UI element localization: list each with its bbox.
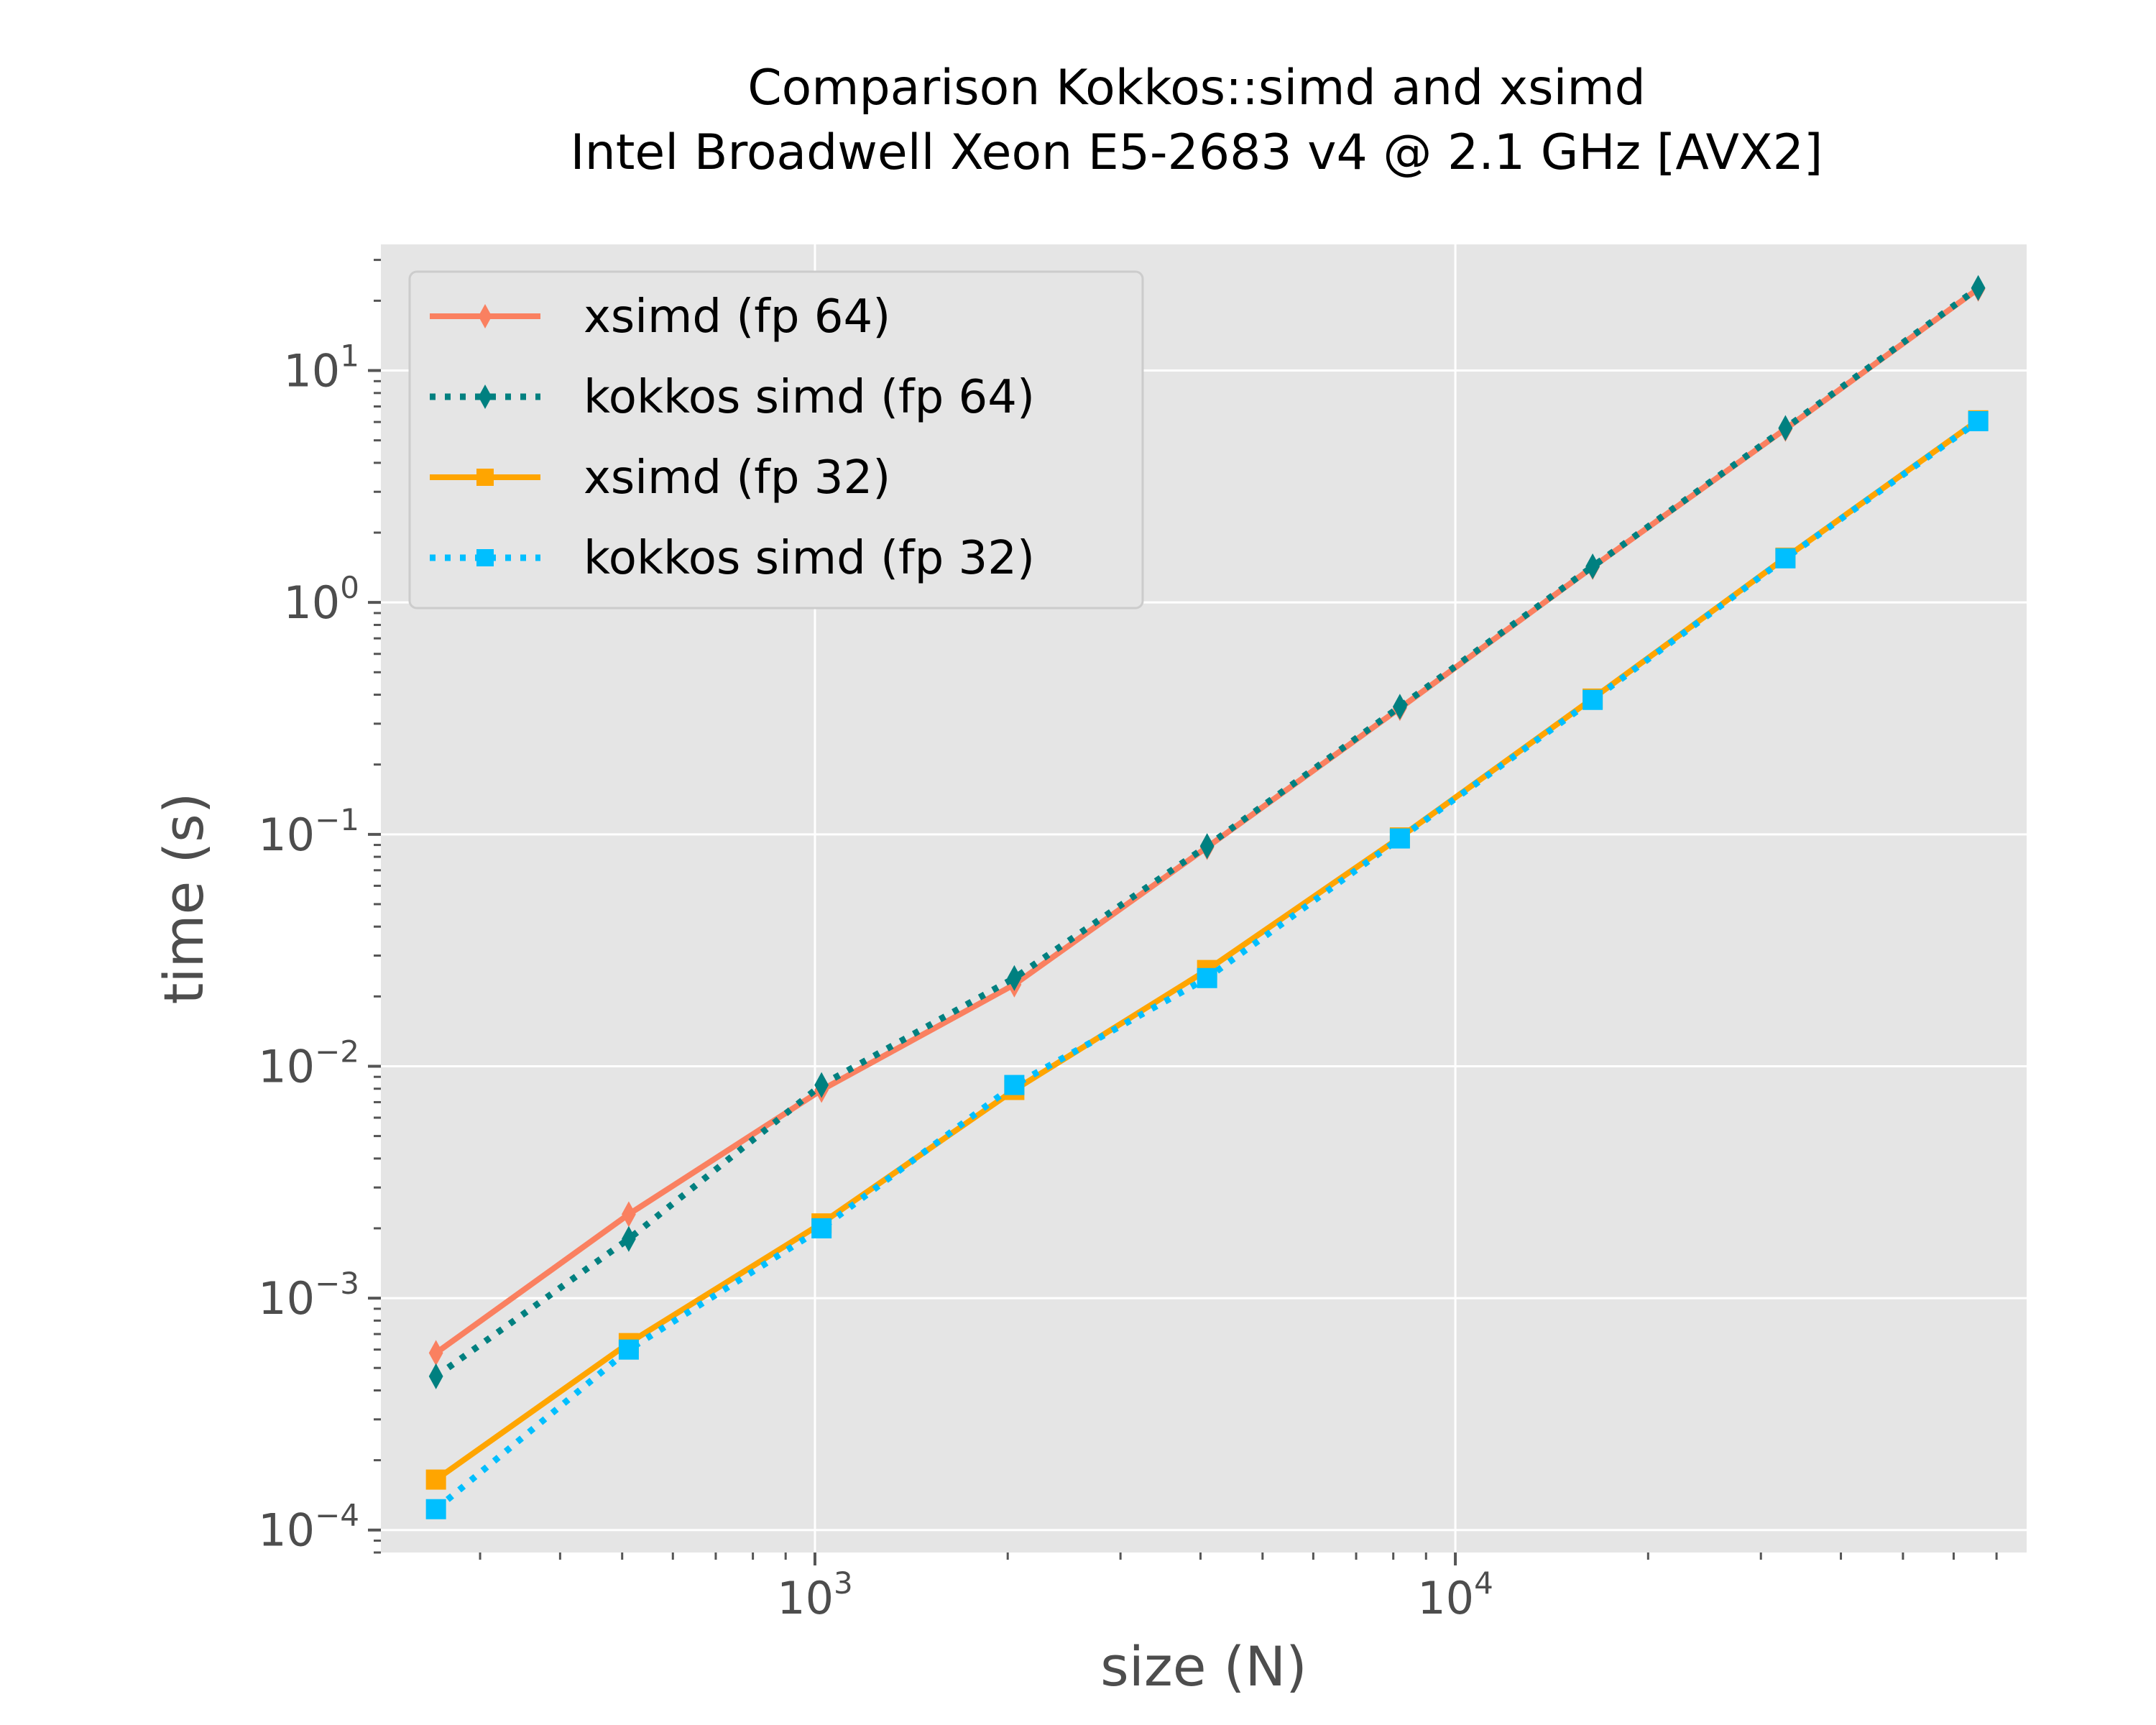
x-tick-label-exponent: 3 [834,1565,853,1601]
legend-swatch-marker [476,549,494,566]
legend-swatch-marker [478,385,492,409]
series-2-point [814,1072,829,1098]
legend-label: kokkos simd (fp 32) [584,532,1035,585]
legend-label: kokkos simd (fp 64) [584,371,1035,424]
y-tick-label: 10−4 [258,1498,359,1557]
x-tick-label-base: 10 [777,1572,834,1624]
legend-entries: xsimd (fp 64) kokkos simd (fp 64) xsimd (f… [430,290,1035,585]
series-4-point [425,1499,446,1519]
x-tick-label-base: 10 [1417,1572,1474,1624]
series-4-point [1775,548,1796,569]
y-tick-label-exponent: 0 [340,570,359,605]
y-axis-label: time (s) [152,793,216,1005]
y-tick-label-exponent: −1 [315,802,359,837]
series-2-point [428,1363,443,1389]
legend-entry-4: kokkos simd (fp 32) [430,532,1035,585]
x-tick-label: 103 [777,1565,853,1624]
legend: xsimd (fp 64) kokkos simd (fp 64) xsimd (f… [408,270,1144,610]
series-4-point [1197,967,1217,988]
legend-swatch-marker [476,469,494,486]
y-tick-label-base: 10 [258,1504,315,1557]
x-axis-label: size (N) [1100,1634,1307,1698]
chart-title: Comparison Kokkos::simd and xsimd [747,60,1646,116]
series-4-point [1583,689,1603,710]
y-tick-label-exponent: −2 [315,1034,359,1069]
series-2-point [1007,965,1022,991]
y-tick-label-base: 10 [258,809,315,861]
y-tick-label-base: 10 [283,345,340,397]
series-4-point [811,1218,832,1238]
series-2-point [1199,833,1215,860]
legend-label: xsimd (fp 32) [584,451,890,505]
y-tick-label: 10−2 [258,1034,359,1092]
series-layer [425,275,1989,1519]
y-tick-label: 101 [283,339,359,397]
series-4-point [1389,828,1410,849]
legend-swatch-marker [478,304,492,328]
series-1-point [621,1201,636,1228]
series-2-point [1778,415,1793,441]
legend-entry-1: xsimd (fp 64) [430,290,890,344]
series-2-point [1585,553,1600,580]
legend-box [408,270,1144,610]
y-tick-label: 10−3 [258,1266,359,1325]
x-tick-label: 104 [1417,1565,1493,1624]
y-tick-label: 100 [283,570,359,629]
y-tick-label-base: 10 [283,576,340,629]
x-tick-label-exponent: 4 [1474,1565,1493,1601]
y-tick-label-exponent: −4 [315,1498,359,1533]
y-tick-label-exponent: −3 [315,1266,359,1301]
y-tick-label-base: 10 [258,1272,315,1325]
series-4 [425,410,1989,1519]
legend-entry-3: xsimd (fp 32) [430,451,890,505]
y-tick-label: 10−1 [258,802,359,861]
series-3-point [425,1469,446,1490]
legend-label: xsimd (fp 64) [584,290,890,344]
chart-subtitle: Intel Broadwell Xeon E5-2683 v4 @ 2.1 GH… [571,124,1823,181]
series-4-point [1004,1075,1025,1095]
legend-entry-2: kokkos simd (fp 64) [430,371,1035,424]
series-2 [428,275,1986,1389]
series-2-point [621,1225,636,1252]
series-1-point [428,1340,443,1366]
series-4-point [618,1339,639,1360]
y-tick-label-base: 10 [258,1040,315,1092]
x-axis-ticks: 103 104 [777,1552,1493,1624]
series-2-point [1971,275,1986,301]
y-tick-label-exponent: 1 [340,339,359,374]
series-4-point [1968,410,1989,431]
minor-ticks [374,259,1998,1560]
series-2-point [1392,694,1407,720]
